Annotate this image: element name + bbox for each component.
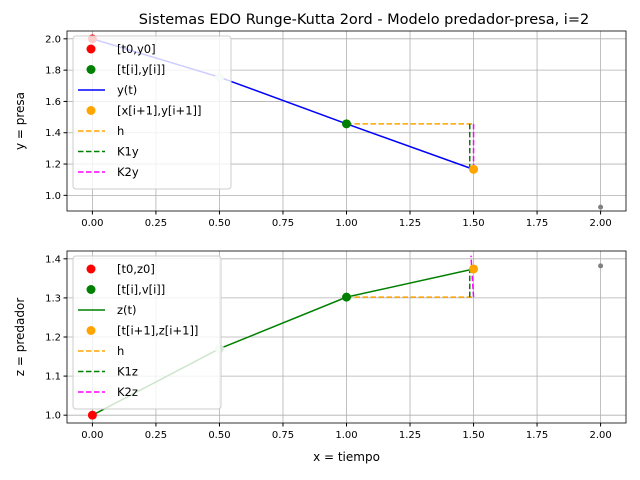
legend-box bbox=[72, 35, 232, 190]
y-tick-label: 1.3 bbox=[45, 293, 61, 304]
current-point bbox=[342, 119, 351, 129]
legend-marker bbox=[86, 106, 96, 115]
axes-frame bbox=[66, 250, 627, 424]
legend-label: [t[i],v[i]] bbox=[117, 283, 165, 297]
legend-label: z(t) bbox=[117, 303, 137, 317]
x-axis-label: x = tiempo bbox=[313, 450, 380, 464]
next-point bbox=[469, 264, 479, 274]
legend-box bbox=[72, 255, 222, 410]
x-tick-label: 1.50 bbox=[462, 430, 484, 441]
x-tick-label: 2.00 bbox=[589, 430, 611, 441]
legend-label: [t[i],y[i]] bbox=[117, 63, 165, 77]
legend-label: h bbox=[117, 124, 124, 138]
y-tick-label: 1.2 bbox=[45, 160, 61, 171]
extra-point bbox=[598, 204, 604, 210]
x-tick-label: 1.75 bbox=[526, 430, 548, 441]
y-tick-label: 1.8 bbox=[45, 66, 61, 77]
next-point bbox=[469, 164, 479, 174]
legend-label: K2y bbox=[117, 165, 139, 179]
legend-label: [t[i+1],z[i+1]] bbox=[117, 324, 198, 338]
x-tick-label: 1.00 bbox=[335, 430, 357, 441]
legend-label: K2z bbox=[117, 385, 138, 399]
current-point bbox=[342, 292, 351, 302]
x-tick-label: 1.75 bbox=[526, 218, 548, 229]
legend-label: K1y bbox=[117, 145, 139, 159]
legend-marker bbox=[86, 326, 96, 335]
x-tick-label: 1.50 bbox=[462, 218, 484, 229]
legend: [t0,z0] [t[i],v[i]] z(t) [t[i+1],z[i+1]] h K1… bbox=[72, 255, 222, 410]
legend-label: K1z bbox=[117, 365, 138, 379]
extra-point bbox=[598, 263, 604, 269]
k2-segment bbox=[470, 255, 475, 298]
y-tick-label: 1.0 bbox=[45, 191, 61, 202]
chart-title: Sistemas EDO Runge-Kutta 2ord - Modelo p… bbox=[139, 12, 589, 28]
subplot-0: 0.00 0.25 0.50 0.75 1.00 1.25 1.50 1.75 2.00 1.0 1… bbox=[13, 30, 627, 229]
x-tick-label: 0.50 bbox=[208, 430, 230, 441]
x-tick-label: 0.25 bbox=[145, 430, 167, 441]
x-tick-label: 0.50 bbox=[208, 218, 230, 229]
legend-marker bbox=[86, 44, 96, 54]
x-tick-label: 1.25 bbox=[399, 218, 421, 229]
y-axis-label: z = predador bbox=[13, 298, 27, 377]
legend-label: [x[i+1],y[i+1]] bbox=[117, 104, 201, 118]
x-tick-label: 0.25 bbox=[145, 218, 167, 229]
x-tick-label: 2.00 bbox=[589, 218, 611, 229]
subplot-1: 0.00 0.25 0.50 0.75 1.00 1.25 1.50 1.75 2.00 1.0 1… bbox=[13, 250, 627, 464]
x-tick-label: 0.75 bbox=[272, 218, 294, 229]
y-tick-label: 1.4 bbox=[45, 128, 61, 139]
y-tick-label: 1.2 bbox=[45, 333, 61, 344]
x-tick-label: 0.00 bbox=[81, 430, 103, 441]
legend-label: [t0,y0] bbox=[117, 42, 156, 56]
x-tick-label: 0.75 bbox=[272, 430, 294, 441]
legend-marker bbox=[86, 264, 96, 274]
y-tick-label: 2.0 bbox=[45, 34, 61, 45]
x-tick-label: 1.25 bbox=[399, 430, 421, 441]
legend-marker bbox=[86, 65, 96, 74]
y-axis-label: y = presa bbox=[13, 92, 27, 150]
x-tick-label: 0.00 bbox=[81, 218, 103, 229]
start-point bbox=[87, 410, 97, 420]
y-tick-label: 1.0 bbox=[45, 411, 61, 422]
legend-label: h bbox=[117, 344, 124, 358]
y-tick-label: 1.6 bbox=[45, 97, 61, 108]
legend-label: y(t) bbox=[117, 83, 137, 97]
y-tick-label: 1.4 bbox=[45, 254, 61, 265]
axes-frame bbox=[66, 30, 627, 212]
y-tick-label: 1.1 bbox=[45, 372, 61, 383]
legend-marker bbox=[86, 285, 96, 294]
legend-label: [t0,z0] bbox=[117, 262, 155, 276]
x-tick-label: 1.00 bbox=[335, 218, 357, 229]
legend: [t0,y0] [t[i],y[i]] y(t) [x[i+1],y[i+1]] h K1… bbox=[72, 35, 232, 190]
